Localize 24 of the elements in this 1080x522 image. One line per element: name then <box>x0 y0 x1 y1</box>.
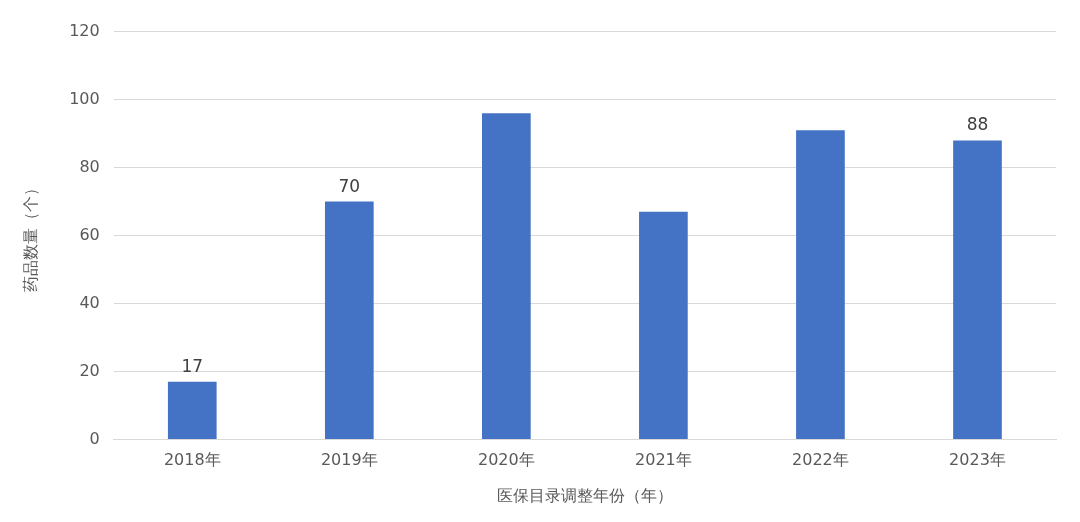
x-tick-label: 2020年 <box>477 450 535 470</box>
x-tick-label: 2018年 <box>163 450 221 470</box>
y-tick-label: 120 <box>69 20 100 40</box>
y-axis-title: 药品数量（个） <box>20 179 40 292</box>
y-tick-label: 0 <box>89 428 100 448</box>
y-tick-label: 80 <box>79 156 100 176</box>
y-tick-label: 100 <box>69 88 100 108</box>
x-tick-label: 2022年 <box>792 450 849 470</box>
x-tick-label: 2019年 <box>320 450 378 470</box>
x-axis-title: 医保目录调整年份（年） <box>496 485 673 505</box>
data-label: 88 <box>966 114 989 135</box>
bar <box>796 130 845 440</box>
bar <box>324 201 374 440</box>
y-tick-label: 20 <box>79 360 100 380</box>
data-label: 17 <box>181 355 204 376</box>
bar <box>482 113 531 440</box>
y-tick-label: 60 <box>79 224 100 244</box>
x-tick-label: 2023年 <box>949 450 1006 470</box>
bar <box>953 140 1002 440</box>
x-tick-label: 2021年 <box>635 450 692 470</box>
y-tick-label: 40 <box>79 292 100 312</box>
bar <box>167 381 217 440</box>
data-label: 70 <box>338 175 361 196</box>
bar <box>639 211 688 440</box>
